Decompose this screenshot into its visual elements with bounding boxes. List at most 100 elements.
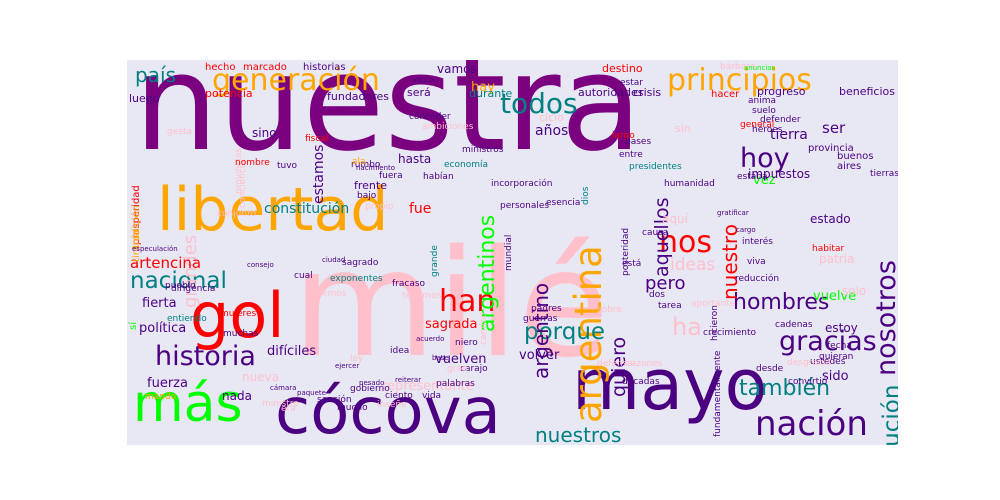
cloud-word: estado (810, 212, 851, 226)
cloud-word: autoridades (578, 86, 644, 99)
cloud-word: solo (842, 284, 867, 298)
cloud-word: ser (822, 119, 846, 137)
cloud-word: todos (500, 87, 578, 120)
cloud-word: décadas (622, 377, 660, 387)
cloud-word: convirtió (788, 377, 828, 387)
cloud-word: entiendo (167, 314, 207, 324)
cloud-word: personales (500, 201, 550, 211)
cloud-word: tierras (870, 169, 898, 179)
cloud-word: sagrada (425, 317, 478, 332)
cloud-word: consejo (247, 261, 274, 269)
cloud-word: destino (602, 62, 643, 75)
cloud-word: economía (444, 160, 488, 170)
cloud-word: gracias (779, 326, 877, 357)
cloud-word: sido (822, 369, 849, 384)
cloud-word: fiscal (305, 134, 329, 144)
cloud-word: razones (627, 359, 663, 369)
cloud-word: dos (649, 290, 665, 300)
cloud-word: ministros (462, 145, 504, 155)
cloud-word: largo (612, 131, 635, 141)
cloud-word: estar (620, 78, 643, 88)
cloud-word: tarea (658, 301, 682, 311)
cloud-word: fracaso (392, 279, 426, 289)
cloud-word: vuelven (435, 352, 487, 367)
cloud-word: ustedes (810, 357, 846, 367)
cloud-word: nuestro (718, 224, 742, 300)
cloud-word: bárbara (720, 62, 756, 72)
cloud-word: ciento (385, 391, 413, 401)
cloud-word: camino (479, 312, 489, 345)
cloud-word: potencia (205, 87, 253, 100)
cloud-word: idea (390, 346, 410, 356)
cloud-word: ala (352, 157, 366, 167)
cloud-word: carajo (460, 364, 488, 374)
cloud-word: guerras (523, 314, 558, 324)
cloud-word: cual (294, 271, 313, 281)
cloud-word: será (407, 86, 431, 99)
cloud-word: base (432, 354, 449, 362)
cloud-word: sino (252, 126, 277, 140)
cloud-word: vuelve (813, 289, 857, 304)
cloud-word: podemos (305, 289, 347, 299)
cloud-word: milé (292, 218, 610, 390)
cloud-word: fundamentalmente (713, 350, 723, 437)
cloud-word: nuestra (134, 60, 643, 181)
cloud-word: beneficios (839, 85, 895, 98)
cloud-word: pesado (359, 379, 385, 387)
cloud-word: han (439, 284, 496, 319)
cloud-word: causa (642, 228, 669, 238)
cloud-word: habitar (812, 244, 845, 254)
cloud-word: desde (756, 364, 784, 374)
cloud-word: palabras (436, 379, 475, 389)
cloud-word: humanidad (664, 179, 715, 189)
cloud-word: mayo (572, 344, 768, 426)
cloud-word: vida (422, 391, 442, 401)
cloud-word: defender (760, 115, 801, 125)
cloud-word: hombres (733, 290, 830, 315)
cloud-word: ciclo (539, 111, 564, 124)
cloud-word: generación (212, 63, 380, 98)
cloud-word: también (739, 376, 831, 401)
cloud-word: paquete (297, 389, 326, 397)
cloud-word: dios (581, 186, 591, 205)
cloud-word: gran (447, 364, 468, 374)
cloud-word: ciudad (322, 256, 346, 264)
cloud-word: presidentes (629, 162, 682, 172)
cloud-word: gesta (167, 127, 192, 137)
cloud-word: ha (672, 313, 702, 341)
cloud-word: fuerza (147, 376, 188, 391)
cloud-word: fundadores (327, 90, 390, 103)
cloud-word: nacimiento (356, 164, 396, 172)
cloud-word: adulta (412, 76, 435, 84)
cloud-word: habían (423, 172, 454, 182)
cloud-word: desgracia (787, 358, 831, 368)
cloud-word: artencina (130, 254, 202, 272)
cloud-word: principios (667, 63, 812, 98)
cloud-word: exponentes (330, 274, 383, 284)
cloud-word: está (622, 259, 642, 269)
cloud-word: reducción (735, 274, 780, 284)
cloud-word: ejercer (335, 362, 360, 370)
cloud-word: historia (155, 341, 256, 372)
cloud-word: más (133, 374, 243, 434)
cloud-word: anunciar (744, 64, 775, 72)
cloud-word: general (740, 120, 775, 130)
cloud-word: gol (190, 279, 285, 352)
cloud-word: política (139, 321, 187, 336)
cloud-word: hay (471, 80, 495, 95)
cloud-word: ambiciones (422, 122, 474, 132)
cloud-word: durante (469, 87, 513, 100)
cloud-word: volver (519, 348, 560, 363)
cloud-word: estamos (311, 144, 327, 204)
cloud-word: estaba (737, 172, 768, 182)
cloud-word: bases (625, 137, 652, 147)
cloud-word: quieran (819, 352, 854, 362)
cloud-word: historias (303, 62, 346, 73)
cloud-word: reiterar (395, 376, 422, 384)
cloud-word: crisis (633, 86, 662, 99)
cloud-word: patria (819, 252, 855, 266)
cloud-word: padres (531, 304, 562, 314)
cloud-word: bajo (357, 191, 377, 201)
cloud-word: mundial (504, 234, 514, 271)
cloud-word: tenemos (402, 291, 442, 301)
